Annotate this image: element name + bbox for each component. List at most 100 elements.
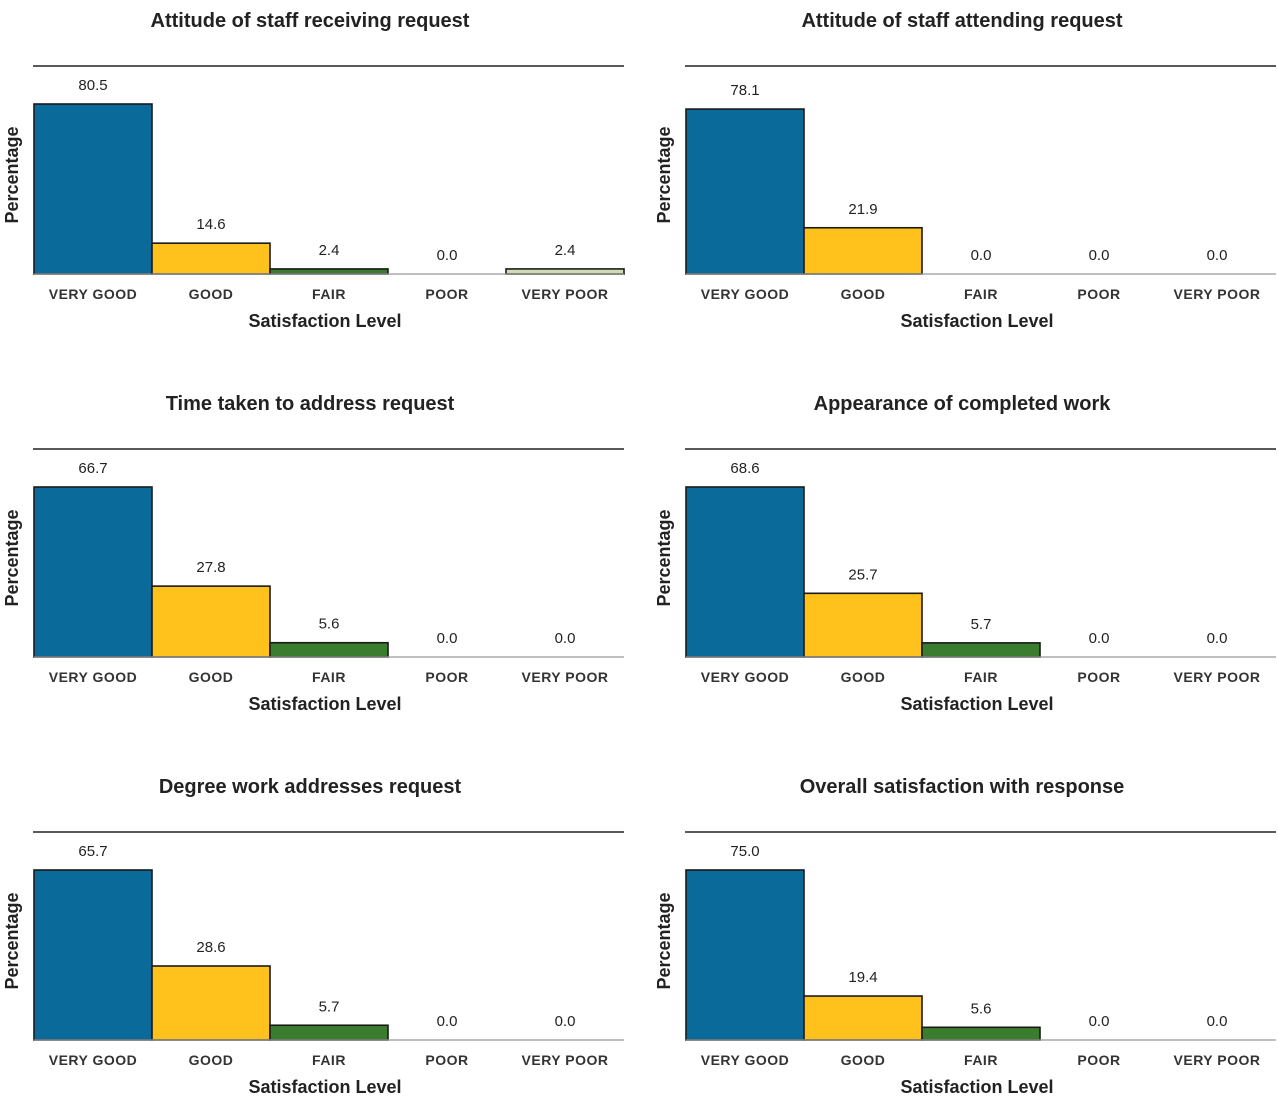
chart-5-bar-1 — [33, 869, 153, 1041]
chart-4-y-axis-label: Percentage — [654, 509, 674, 606]
chart-5-value-label-2: 28.6 — [196, 939, 225, 956]
chart-4-category-label-4: POOR — [1077, 669, 1120, 685]
chart-3-content: Time taken to address request Percentage 6… — [2, 393, 624, 714]
chart-4-value-label-2: 25.7 — [848, 566, 877, 583]
chart-3-category-label-4: POOR — [425, 669, 468, 685]
chart-2-value-label-5: 0.0 — [1207, 247, 1228, 264]
chart-6-bar-1 — [685, 869, 805, 1041]
chart-3-value-label-4: 0.0 — [437, 630, 458, 647]
chart-2-category-label-5: VERY POOR — [1174, 286, 1261, 302]
chart-1-x-axis-label: Satisfaction Level — [248, 311, 401, 331]
chart-6-value-label-5: 0.0 — [1207, 1013, 1228, 1030]
chart-6-value-label-3: 5.6 — [971, 1000, 992, 1017]
chart-1-category-label-4: POOR — [425, 286, 468, 302]
chart-4-value-label-5: 0.0 — [1207, 630, 1228, 647]
chart-2-content: Attitude of staff attending request Perce… — [654, 10, 1276, 331]
chart-1-category-label-3: FAIR — [312, 286, 346, 302]
chart-6-value-label-2: 19.4 — [848, 969, 877, 986]
chart-2-title: Attitude of staff attending request — [801, 10, 1122, 32]
chart-3-bar-3 — [269, 641, 389, 658]
chart-1-value-label-5: 2.4 — [555, 242, 576, 259]
chart-1-value-label-4: 0.0 — [437, 247, 458, 264]
chart-2-value-label-1: 78.1 — [730, 82, 759, 99]
chart-2-x-axis-label: Satisfaction Level — [900, 311, 1053, 331]
bar-chart-3: Time taken to address request Percentage 6… — [2, 393, 624, 714]
chart-4-value-label-3: 5.7 — [971, 616, 992, 633]
chart-2-category-label-4: POOR — [1077, 286, 1120, 302]
chart-4-value-label-1: 68.6 — [730, 460, 759, 477]
chart-2-category-label-3: FAIR — [964, 286, 998, 302]
chart-4-category-label-3: FAIR — [964, 669, 998, 685]
chart-1-bar-1 — [33, 103, 153, 275]
chart-5-value-label-1: 65.7 — [78, 843, 107, 860]
chart-panel-2: Attitude of staff attending request Perce… — [652, 0, 1276, 340]
chart-6-category-label-3: FAIR — [964, 1052, 998, 1068]
chart-6-y-axis-label: Percentage — [654, 892, 674, 989]
chart-2-value-label-3: 0.0 — [971, 247, 992, 264]
bar-chart-2: Attitude of staff attending request Perce… — [654, 10, 1276, 331]
chart-5-value-label-4: 0.0 — [437, 1013, 458, 1030]
chart-4-content: Appearance of completed work Percentage 68… — [654, 393, 1276, 714]
bar-chart-6: Overall satisfaction with response Percen… — [654, 776, 1276, 1097]
chart-2-value-label-4: 0.0 — [1089, 247, 1110, 264]
chart-1-category-label-1: VERY GOOD — [49, 286, 138, 302]
chart-6-category-label-1: VERY GOOD — [701, 1052, 790, 1068]
chart-5-category-label-3: FAIR — [312, 1052, 346, 1068]
chart-3-category-label-2: GOOD — [189, 669, 234, 685]
chart-5-value-label-5: 0.0 — [555, 1013, 576, 1030]
chart-panel-1: Attitude of staff receiving request Perce… — [0, 0, 625, 340]
chart-6-category-label-5: VERY POOR — [1174, 1052, 1261, 1068]
chart-1-bar-2 — [151, 242, 271, 275]
chart-4-category-label-5: VERY POOR — [1174, 669, 1261, 685]
chart-2-bar-2 — [803, 226, 923, 275]
chart-5-content: Degree work addresses request Percentage 6… — [2, 776, 624, 1097]
chart-1-bar-3 — [269, 268, 389, 275]
chart-3-category-label-3: FAIR — [312, 669, 346, 685]
chart-3-x-axis-label: Satisfaction Level — [248, 694, 401, 714]
chart-1-title: Attitude of staff receiving request — [151, 10, 470, 32]
chart-4-bar-1 — [685, 486, 805, 658]
chart-4-bar-3 — [921, 642, 1041, 658]
chart-4-category-label-2: GOOD — [841, 669, 886, 685]
chart-4-title: Appearance of completed work — [814, 393, 1112, 415]
chart-5-value-label-3: 5.7 — [319, 998, 340, 1015]
chart-1-bar-5 — [505, 268, 625, 275]
chart-4-x-axis-label: Satisfaction Level — [900, 694, 1053, 714]
chart-3-value-label-2: 27.8 — [196, 559, 225, 576]
chart-1-value-label-3: 2.4 — [319, 242, 340, 259]
chart-3-title: Time taken to address request — [166, 393, 455, 415]
chart-1-content: Attitude of staff receiving request Perce… — [2, 10, 625, 331]
chart-5-title: Degree work addresses request — [159, 776, 462, 798]
chart-5-x-axis-label: Satisfaction Level — [248, 1077, 401, 1097]
bar-chart-5: Degree work addresses request Percentage 6… — [2, 776, 624, 1097]
chart-panel-5: Degree work addresses request Percentage 6… — [0, 766, 624, 1106]
chart-3-bar-2 — [151, 585, 271, 658]
chart-6-bar-2 — [803, 995, 923, 1041]
chart-panel-3: Time taken to address request Percentage 6… — [0, 383, 624, 723]
chart-4-category-label-1: VERY GOOD — [701, 669, 790, 685]
chart-5-category-label-2: GOOD — [189, 1052, 234, 1068]
chart-2-category-label-2: GOOD — [841, 286, 886, 302]
chart-panel-4: Appearance of completed work Percentage 68… — [652, 383, 1276, 723]
chart-4-bar-2 — [803, 592, 923, 658]
chart-5-category-label-4: POOR — [425, 1052, 468, 1068]
chart-1-category-label-2: GOOD — [189, 286, 234, 302]
bar-chart-4: Appearance of completed work Percentage 68… — [654, 393, 1276, 714]
chart-2-value-label-2: 21.9 — [848, 201, 877, 218]
chart-3-category-label-1: VERY GOOD — [49, 669, 138, 685]
chart-3-value-label-3: 5.6 — [319, 616, 340, 633]
chart-6-x-axis-label: Satisfaction Level — [900, 1077, 1053, 1097]
chart-5-bar-2 — [151, 965, 271, 1041]
chart-2-bar-1 — [685, 108, 805, 275]
chart-3-y-axis-label: Percentage — [2, 509, 22, 606]
chart-1-value-label-1: 80.5 — [78, 77, 107, 94]
chart-5-category-label-1: VERY GOOD — [49, 1052, 138, 1068]
chart-6-content: Overall satisfaction with response Percen… — [654, 776, 1276, 1097]
chart-6-title: Overall satisfaction with response — [800, 776, 1125, 798]
chart-1-category-label-5: VERY POOR — [522, 286, 609, 302]
chart-3-bar-1 — [33, 486, 153, 658]
chart-6-category-label-4: POOR — [1077, 1052, 1120, 1068]
chart-3-category-label-5: VERY POOR — [522, 669, 609, 685]
chart-6-bar-3 — [921, 1026, 1041, 1041]
chart-5-category-label-5: VERY POOR — [522, 1052, 609, 1068]
